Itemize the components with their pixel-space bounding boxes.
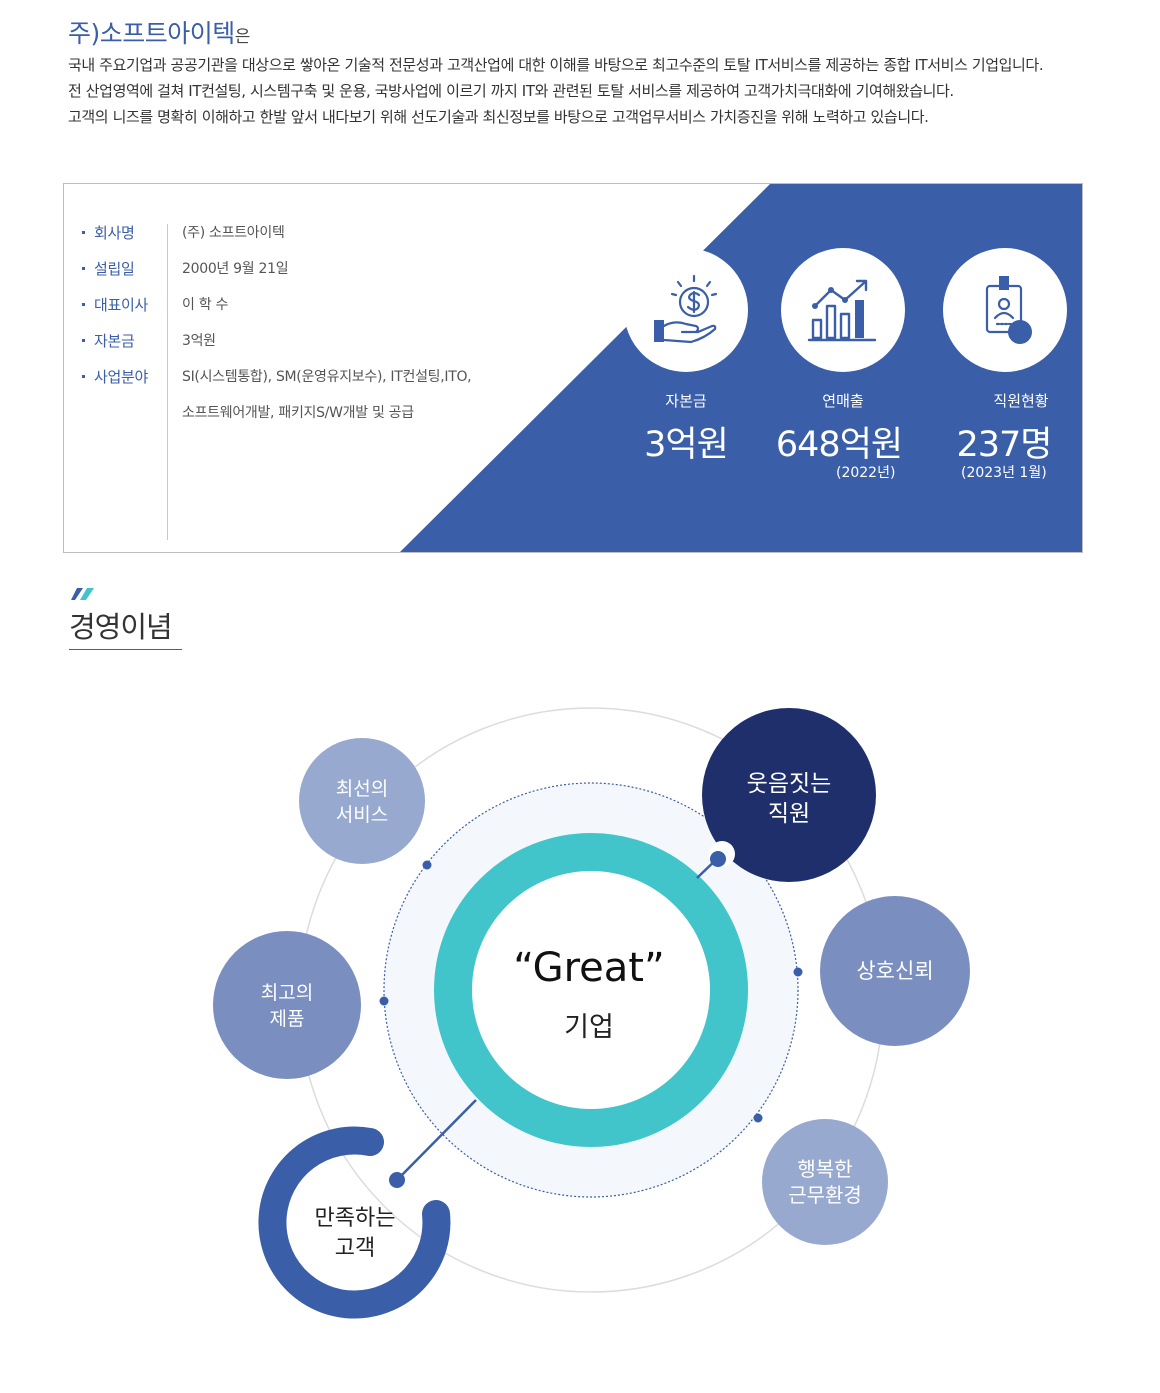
heading-suffix: 은 <box>234 27 251 47</box>
ring-dot <box>422 860 432 870</box>
bar-chart-growth-icon <box>807 279 877 342</box>
ring-dot <box>753 1113 763 1123</box>
info-value: (주) 소프트아이텍 <box>182 225 285 241</box>
intro-paragraph: 고객의 니즈를 명확히 이해하고 한발 앞서 내다보기 위해 선도기술과 최신정… <box>68 108 929 126</box>
value-text-smiling-employees: 웃음짓는 직원 <box>746 771 832 827</box>
info-label: 대표이사 <box>94 296 149 314</box>
ring-dot <box>379 996 389 1006</box>
section-title-underline <box>69 649 182 650</box>
connector-dot <box>389 1172 405 1188</box>
intro-paragraph: 전 산업영역에 걸쳐 IT컨설팅, 시스템구축 및 운용, 국방사업에 이르기 … <box>68 82 954 100</box>
value-circle-best-service <box>299 738 425 864</box>
bullet-icon <box>82 231 85 234</box>
info-value: SI(시스템통합), SM(운영유지보수), IT컨설팅,ITO, <box>182 369 472 385</box>
stat-circle-employees <box>943 248 1067 372</box>
center-quote: “Great” <box>513 945 665 991</box>
value-text-happy-workplace: 행복한 근무환경 <box>788 1157 862 1207</box>
company-name-heading: 주)소프트아이텍 <box>68 19 235 48</box>
diagonal-blue-background <box>400 184 1082 552</box>
company-info-panel: 회사명 (주) 소프트아이텍 설립일 2000년 9월 21일 대표이사 이 학… <box>63 183 1083 553</box>
info-value: 이 학 수 <box>182 297 229 313</box>
info-label: 설립일 <box>94 260 135 278</box>
bullet-icon <box>82 267 85 270</box>
ring-dot <box>793 967 803 977</box>
section-title: 경영이념 <box>69 610 173 644</box>
value-text-mutual-trust: 상호신뢰 <box>856 959 934 983</box>
teal-ring <box>434 833 748 1147</box>
money-hand-icon <box>654 274 718 344</box>
connector-line <box>396 1099 477 1181</box>
stat-label: 연매출 <box>822 392 864 410</box>
info-label: 회사명 <box>94 224 135 242</box>
value-circle-best-product <box>213 931 361 1079</box>
value-circle-smiling-employees <box>702 708 876 882</box>
stat-value: 648억원 <box>775 425 903 465</box>
section-marker-icon <box>71 588 94 600</box>
value-text-satisfied-customer: 만족하는 고객 <box>314 1206 396 1261</box>
intro-paragraph: 국내 주요기업과 공공기관을 대상으로 쌓아온 기술적 전문성과 고객산업에 대… <box>68 56 1044 74</box>
center-subtitle: 기업 <box>564 1012 614 1043</box>
philosophy-diagram <box>213 707 970 1319</box>
stat-label: 직원현황 <box>993 392 1049 410</box>
value-circle-happy-workplace <box>762 1119 888 1245</box>
bullet-icon <box>82 303 85 306</box>
company-intro-text: 국내 주요기업과 공공기관을 대상으로 쌓아온 기술적 전문성과 고객산업에 대… <box>68 52 1088 130</box>
stat-circle-capital <box>624 248 748 372</box>
bullet-icon <box>82 375 85 378</box>
connector-knob-center <box>710 851 726 867</box>
value-text-best-product: 최고의 제품 <box>260 982 314 1030</box>
employee-id-badge-icon <box>985 276 1032 344</box>
bullet-icon <box>82 339 85 342</box>
value-circle-mutual-trust <box>820 896 970 1046</box>
stat-label: 자본금 <box>665 392 707 410</box>
stat-note: (2022년) <box>836 465 896 481</box>
stat-circle-revenue <box>781 248 905 372</box>
company-intro-title: 주)소프트아이텍은 <box>68 14 250 50</box>
value-text-best-service: 최선의 서비스 <box>335 778 389 826</box>
info-label: 사업분야 <box>94 368 149 386</box>
value-arc-satisfied-customer <box>258 1126 451 1319</box>
info-value: 3억원 <box>182 333 216 349</box>
info-label: 자본금 <box>94 332 135 350</box>
stat-value: 237명 <box>956 425 1052 465</box>
info-value: 소프트웨어개발, 패키지S/W개발 및 공급 <box>182 405 414 421</box>
stat-value: 3억원 <box>644 425 729 465</box>
stat-note: (2023년 1월) <box>961 465 1047 481</box>
divider-line <box>167 224 168 540</box>
info-value: 2000년 9월 21일 <box>182 261 289 277</box>
